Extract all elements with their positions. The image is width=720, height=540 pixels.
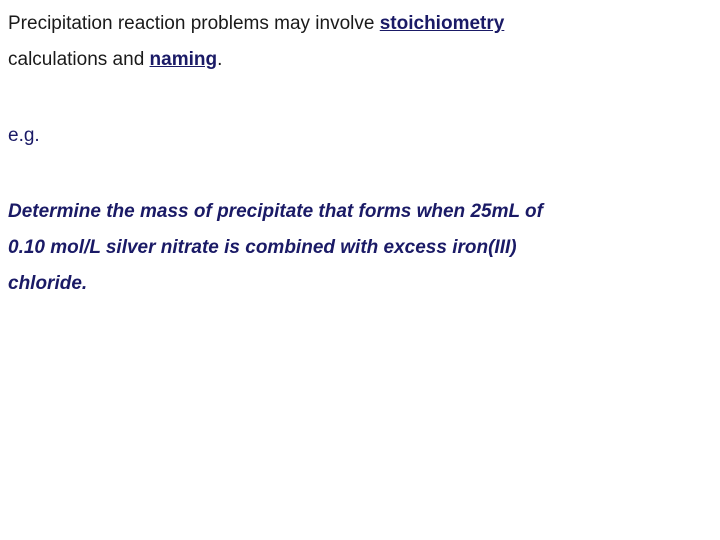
keyword-stoichiometry: stoichiometry	[380, 13, 505, 34]
intro-period: .	[217, 49, 222, 70]
example-label: e.g.	[8, 118, 712, 154]
slide-page: Precipitation reaction problems may invo…	[0, 0, 720, 540]
question-line-1: Determine the mass of precipitate that f…	[8, 194, 712, 230]
intro-text-2: calculations and	[8, 49, 150, 70]
example-label-block: e.g.	[8, 118, 712, 154]
intro-paragraph: Precipitation reaction problems may invo…	[8, 6, 712, 78]
intro-line-1: Precipitation reaction problems may invo…	[8, 6, 712, 42]
intro-line-2: calculations and naming.	[8, 42, 712, 78]
question-line-3: chloride.	[8, 266, 712, 302]
keyword-naming: naming	[150, 49, 218, 70]
question-line-2: 0.10 mol/L silver nitrate is combined wi…	[8, 230, 712, 266]
intro-text-1: Precipitation reaction problems may invo…	[8, 13, 380, 34]
question-paragraph: Determine the mass of precipitate that f…	[8, 194, 712, 302]
